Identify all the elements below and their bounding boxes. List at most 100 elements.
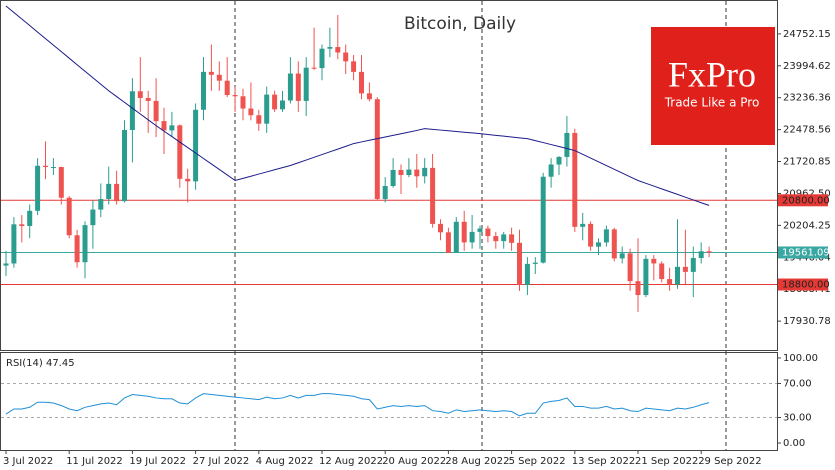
candle-body	[248, 108, 254, 116]
x-tick-label: 5 Sep 2022	[509, 456, 566, 467]
candle-body	[264, 94, 270, 124]
candle-body	[185, 178, 191, 182]
candle-body	[319, 48, 325, 69]
candle-body	[675, 266, 680, 285]
candle-body	[3, 263, 9, 266]
candle-body	[509, 234, 515, 243]
logo: FxPro Trade Like a Pro	[651, 27, 775, 145]
candle-body	[177, 125, 183, 179]
candle-body	[619, 253, 625, 259]
candle-body	[422, 167, 428, 177]
candle-body	[343, 52, 349, 62]
rsi-tick-label: 0.00	[783, 438, 805, 449]
candle-body	[556, 156, 562, 165]
candle-body	[82, 225, 88, 263]
candle-body	[517, 242, 522, 285]
level-tag	[778, 278, 828, 291]
candle-body	[390, 169, 396, 186]
candle-body	[58, 167, 64, 198]
candle-body	[216, 74, 222, 81]
candle-body	[690, 257, 696, 272]
candle-body	[366, 93, 372, 100]
rsi-tick-label: 100.00	[783, 353, 818, 364]
candle-body	[382, 185, 388, 200]
y-tick-label: 24752.15	[783, 29, 831, 40]
level-tag-label: 19561.09	[782, 247, 830, 258]
candle-body	[564, 132, 570, 157]
candle-body	[445, 232, 451, 253]
candle-body	[477, 228, 483, 232]
x-tick-label: 11 Jul 2022	[66, 456, 123, 467]
candle-body	[461, 221, 467, 243]
rsi-tick-label: 70.00	[783, 378, 812, 389]
y-tick-label: 23994.62	[783, 61, 831, 72]
x-tick-label: 28 Aug 2022	[445, 456, 509, 467]
candle-body	[272, 94, 278, 110]
candle-body	[580, 223, 586, 227]
candle-body	[232, 95, 238, 97]
x-tick-label: 3 Jul 2022	[3, 456, 53, 467]
price-panel	[0, 0, 778, 351]
candle-body	[682, 266, 688, 272]
candle-body	[698, 251, 704, 258]
y-tick-label: 21720.85	[783, 157, 831, 168]
candle-body	[114, 183, 120, 202]
candle-body	[169, 125, 175, 131]
y-tick-label: 20204.25	[783, 220, 831, 231]
candle-body	[98, 199, 104, 210]
candle-body	[414, 169, 420, 177]
candle-body	[611, 229, 617, 259]
candle-body	[35, 165, 41, 211]
candle-body	[635, 281, 641, 296]
candle-body	[193, 109, 199, 182]
candle-body	[493, 236, 499, 242]
candle-body	[161, 121, 167, 131]
candle-body	[588, 223, 594, 247]
candle-body	[129, 91, 135, 130]
candle-body	[208, 71, 214, 75]
candle-body	[280, 100, 285, 110]
rsi-tick-label: 30.00	[783, 413, 812, 424]
candle-body	[548, 164, 554, 177]
candle-body	[572, 132, 578, 227]
candle-body	[453, 221, 459, 253]
candle-body	[501, 234, 507, 242]
candle-body	[406, 169, 412, 176]
candle-body	[659, 263, 665, 280]
candle-body	[90, 209, 96, 226]
x-tick-label: 21 Sep 2022	[635, 456, 698, 467]
y-tick-label: 17930.78	[783, 316, 831, 327]
candle-body	[43, 165, 48, 168]
candle-body	[667, 279, 673, 285]
y-tick-label: 20962.50	[783, 188, 831, 199]
candle-body	[256, 115, 262, 124]
candle-body	[153, 100, 159, 122]
candle-body	[430, 167, 436, 224]
candle-body	[651, 258, 657, 264]
candle-body	[596, 242, 601, 247]
x-tick-label: 19 Jul 2022	[129, 456, 186, 467]
candle-body	[19, 224, 25, 226]
x-tick-label: 29 Sep 2022	[698, 456, 761, 467]
x-tick-label: 12 Aug 2022	[319, 456, 383, 467]
level-tag-label: 20800.00	[782, 195, 830, 206]
logo-tagline: Trade Like a Pro	[664, 96, 760, 110]
candle-body	[287, 73, 293, 101]
moving-average	[5, 5, 710, 206]
candle-body	[485, 228, 491, 237]
candle-body	[351, 61, 357, 72]
candle-body	[469, 231, 475, 243]
candle-body	[540, 176, 546, 263]
candle-body	[438, 223, 443, 233]
candle-body	[145, 97, 151, 101]
candle-body	[137, 91, 143, 98]
level-tag-label: 18800.00	[782, 280, 830, 291]
x-tick-label: 13 Sep 2022	[572, 456, 635, 467]
candle-body	[66, 197, 72, 236]
chart-title: Bitcoin, Daily	[404, 14, 516, 34]
candle-body	[374, 99, 380, 200]
candle-body	[532, 262, 538, 264]
rsi-panel	[0, 352, 778, 451]
candle-body	[122, 129, 127, 202]
